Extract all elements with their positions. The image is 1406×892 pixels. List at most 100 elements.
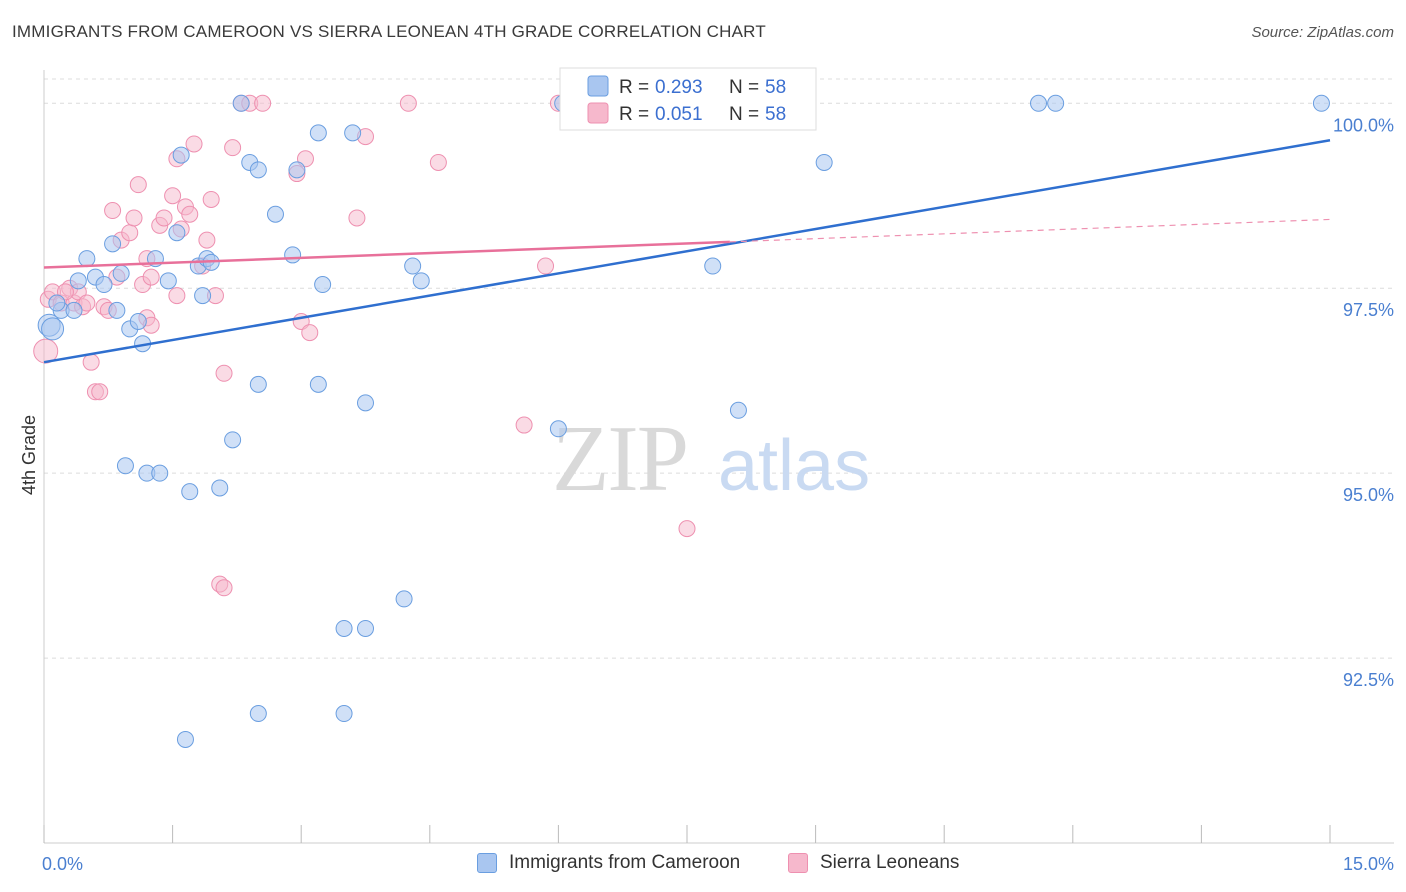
point-sierra-leonean — [515, 416, 533, 434]
point-cameroon — [815, 153, 833, 171]
legend-item-cameroon: Immigrants from Cameroon — [477, 852, 740, 874]
point-cameroon — [404, 257, 422, 275]
point-sierra-leonean — [202, 190, 220, 208]
legend-n-label-pink: N = — [729, 104, 759, 125]
x-tick-labels: 0.0% 15.0% — [42, 854, 1394, 874]
watermark: ZIP atlas — [552, 407, 870, 511]
point-cameroon — [357, 394, 374, 412]
point-cameroon — [69, 272, 87, 290]
point-sierra-leonean — [91, 383, 109, 401]
x-tick-label: 0.0% — [42, 854, 83, 874]
chart-source: Source: ZipAtlas.com — [1251, 24, 1394, 41]
point-sierra-leonean — [168, 287, 186, 305]
trend-lines — [43, 139, 1331, 364]
y-tick-label: 92.5% — [1343, 670, 1394, 690]
point-cameroon — [395, 590, 413, 608]
trend-line-sierra-leonean-extension — [729, 218, 1331, 243]
point-cameroon — [159, 272, 177, 290]
point-sierra-leonean — [121, 224, 139, 242]
point-cameroon — [211, 479, 229, 497]
point-sierra-leonean — [399, 94, 417, 112]
y-tick-label: 100.0% — [1333, 115, 1394, 135]
point-cameroon — [284, 246, 302, 264]
legend-swatch-blue — [587, 75, 609, 97]
x-tick-label: 15.0% — [1343, 854, 1394, 874]
legend-n-value-blue: 58 — [765, 77, 786, 98]
point-sierra-leonean — [537, 257, 555, 275]
point-cameroon — [335, 619, 353, 637]
series-legend: Immigrants from Cameroon Sierra Leoneans — [0, 852, 1406, 878]
point-cameroon — [335, 705, 353, 723]
trend-line-sierra-leonean — [43, 240, 730, 269]
point-cameroon — [129, 313, 147, 331]
point-cameroon — [549, 420, 567, 438]
point-sierra-leonean — [215, 579, 233, 597]
point-cameroon — [249, 375, 267, 393]
point-cameroon — [78, 250, 96, 268]
point-sierra-leonean — [185, 135, 203, 153]
point-sierra-leonean — [215, 364, 233, 382]
point-sierra-leonean — [155, 209, 173, 227]
legend-label-cameroon: Immigrants from Cameroon — [509, 852, 741, 873]
point-cameroon — [344, 124, 362, 142]
point-sierra-leonean — [129, 176, 147, 194]
point-cameroon — [48, 294, 66, 312]
point-cameroon — [168, 224, 186, 242]
trend-line-cameroon — [43, 139, 1331, 364]
point-sierra-leonean — [78, 294, 96, 312]
y-axis-title: 4th Grade — [19, 415, 39, 495]
legend-item-sierra-leoneans: Sierra Leoneans — [788, 852, 959, 874]
point-cameroon — [108, 301, 126, 319]
watermark-atlas: atlas — [718, 426, 870, 506]
series-sierra-leoneans — [33, 94, 696, 597]
y-tick-label: 97.5% — [1343, 300, 1394, 320]
legend-n-label-blue: N = — [729, 77, 759, 98]
point-cameroon — [288, 161, 306, 179]
point-cameroon — [412, 272, 430, 290]
point-sierra-leonean — [164, 187, 182, 205]
point-cameroon — [309, 124, 327, 142]
point-sierra-leonean — [254, 94, 272, 112]
point-cameroon — [314, 276, 332, 294]
point-sierra-leonean — [429, 153, 447, 171]
point-cameroon — [65, 301, 83, 319]
chart-title: IMMIGRANTS FROM CAMEROON VS SIERRA LEONE… — [12, 22, 766, 41]
legend-label-sierra-leoneans: Sierra Leoneans — [820, 852, 960, 873]
legend-n-value-pink: 58 — [765, 104, 786, 125]
point-sierra-leonean — [82, 353, 100, 371]
point-cameroon — [151, 464, 169, 482]
legend-r-label-blue: R = — [619, 77, 649, 98]
point-cameroon — [194, 287, 212, 305]
point-cameroon — [1047, 94, 1065, 112]
point-cameroon — [704, 257, 722, 275]
point-sierra-leonean — [181, 205, 199, 223]
legend-r-value-pink: 0.051 — [655, 104, 703, 125]
point-cameroon — [1030, 94, 1048, 112]
point-cameroon — [104, 235, 122, 253]
point-cameroon — [172, 146, 190, 164]
point-cameroon — [357, 619, 374, 637]
point-sierra-leonean — [142, 268, 160, 286]
point-sierra-leonean — [125, 209, 143, 227]
point-cameroon — [249, 705, 267, 723]
point-cameroon — [95, 276, 113, 294]
legend-r-value-blue: 0.293 — [655, 77, 703, 98]
correlation-legend: R = 0.293 N = 58 R = 0.051 N = 58 — [559, 67, 817, 131]
legend-r-label-pink: R = — [619, 104, 649, 125]
y-tick-labels: 100.0% 97.5% 95.0% 92.5% — [1333, 115, 1394, 690]
point-cameroon — [249, 161, 267, 179]
point-sierra-leonean — [678, 520, 696, 538]
legend-swatch-pink — [587, 102, 609, 124]
axes — [43, 70, 1394, 844]
point-sierra-leonean — [301, 324, 319, 342]
point-sierra-leonean — [198, 231, 216, 249]
legend-swatch-sierra-leoneans — [788, 853, 808, 873]
point-cameroon — [309, 375, 327, 393]
point-cameroon — [176, 730, 194, 748]
point-cameroon — [232, 94, 250, 112]
point-cameroon — [1312, 94, 1330, 112]
point-cameroon — [181, 483, 199, 501]
point-cameroon — [116, 457, 134, 475]
watermark-zip: ZIP — [552, 407, 687, 511]
